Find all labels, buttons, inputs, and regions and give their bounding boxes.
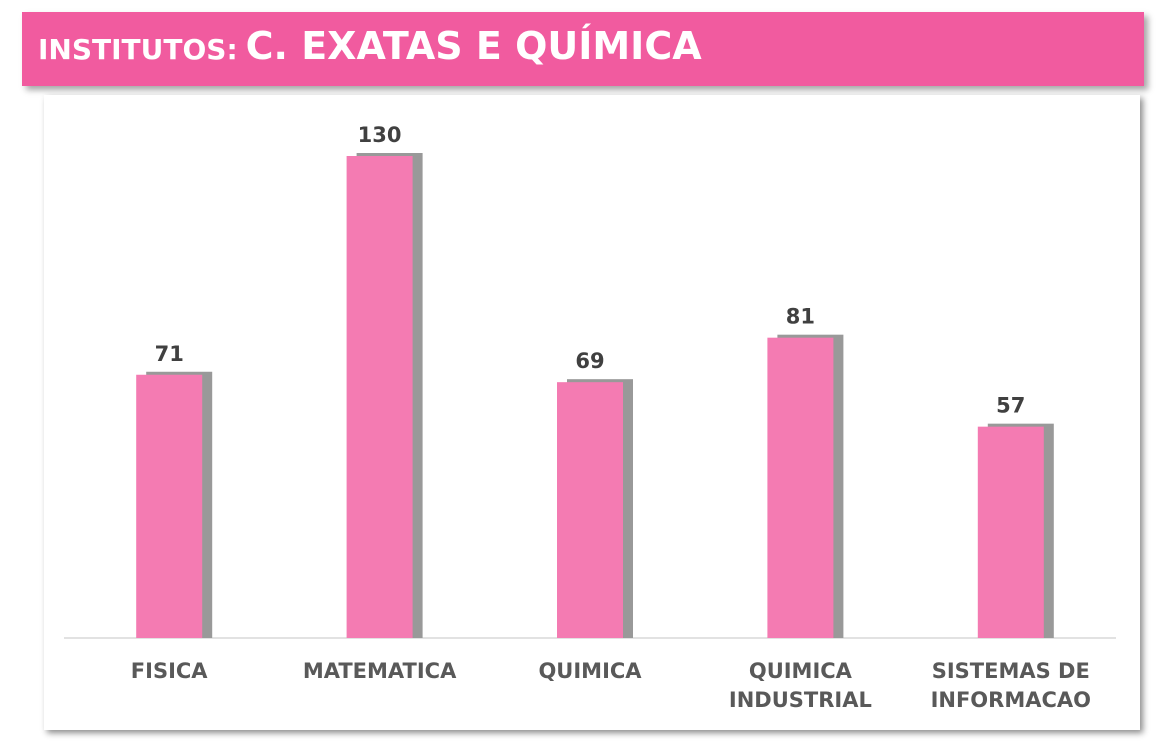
title-prefix: INSTITUTOS: (38, 33, 238, 66)
title-banner: INSTITUTOS: C. EXATAS E QUÍMICA (22, 12, 1144, 86)
value-label: 69 (575, 349, 604, 373)
value-label: 130 (358, 123, 402, 147)
x-tick-label: QUIMICA (538, 659, 642, 683)
title-main: C. EXATAS E QUÍMICA (245, 24, 702, 68)
x-tick-label: SISTEMAS DE INFORMACAO (930, 659, 1092, 712)
bar (557, 382, 623, 638)
x-tick-label: MATEMATICA (302, 659, 457, 683)
bar (346, 156, 413, 638)
value-label: 57 (996, 394, 1025, 418)
bar (977, 426, 1044, 638)
x-tick-label: QUIMICA INDUSTRIAL (728, 659, 872, 712)
bar (767, 337, 834, 638)
title: INSTITUTOS: C. EXATAS E QUÍMICA (38, 24, 702, 68)
value-label: 71 (155, 342, 184, 366)
x-tick-label: FISICA (130, 659, 208, 683)
bar (136, 374, 203, 638)
value-label: 81 (786, 305, 815, 329)
